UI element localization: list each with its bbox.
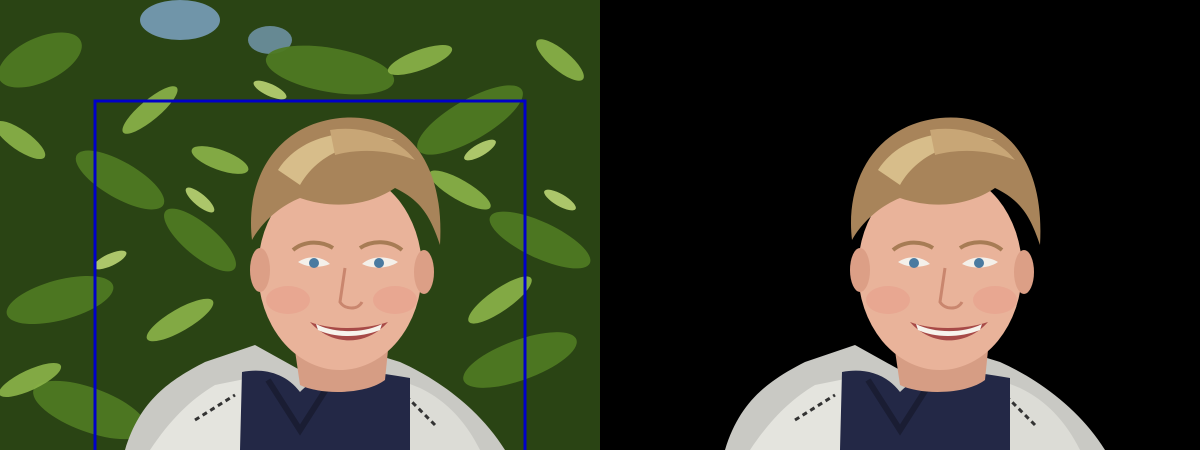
bounding-box bbox=[93, 99, 527, 450]
original-photo bbox=[0, 0, 600, 450]
segmented-photo-panel bbox=[600, 0, 1200, 450]
original-photo-panel bbox=[0, 0, 600, 450]
segmented-photo bbox=[600, 0, 1200, 450]
